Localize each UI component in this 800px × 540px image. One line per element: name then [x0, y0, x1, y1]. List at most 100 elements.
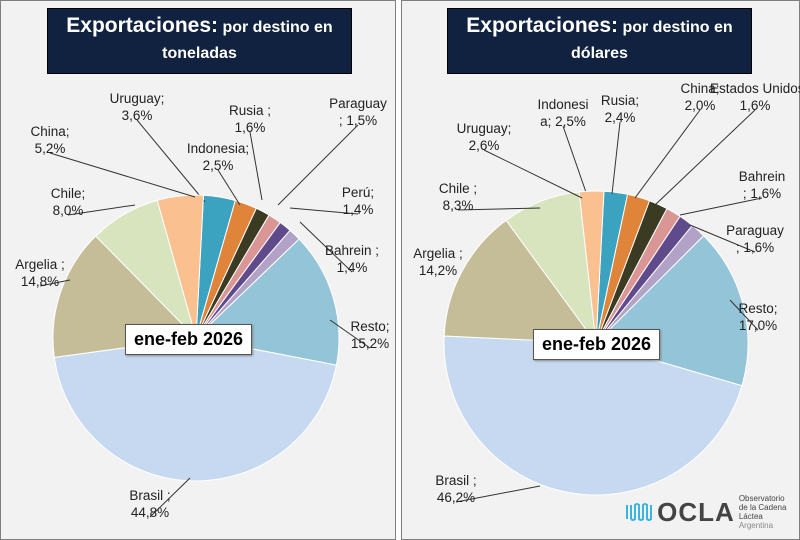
- leader-line: [729, 299, 759, 331]
- data-label-value: a; 2,5%: [540, 114, 586, 129]
- leader-line: [679, 197, 763, 216]
- data-label-value: 17,0%: [738, 318, 778, 333]
- chart-title-usd: Exportaciones: por destino en dólares: [447, 8, 752, 74]
- data-label-name: Estados Unidos ;: [710, 81, 800, 96]
- data-label-value: 2,4%: [604, 110, 636, 125]
- leader-line: [455, 485, 541, 503]
- data-label: Paraguay ; 1,5%: [313, 95, 403, 129]
- data-label-name: Brasil ;: [435, 473, 477, 488]
- data-label-value: 1,4%: [342, 202, 374, 217]
- leader-line: [217, 169, 241, 206]
- data-label-name: Indonesia;: [186, 141, 250, 156]
- chart-title-tons: Exportaciones: por destino en toneladas: [47, 8, 352, 74]
- leader-line: [299, 221, 353, 273]
- data-label: Chile; 8,0%: [23, 185, 113, 219]
- logo-line2: de la Cadena Láctea: [738, 503, 787, 521]
- pie-slice-argelia: [443, 219, 598, 344]
- data-label-name: Resto;: [350, 319, 390, 334]
- logo-line3: Argentina: [738, 521, 774, 530]
- data-label: Paraguay ; 1,6%: [710, 222, 800, 256]
- leader-line: [277, 124, 359, 206]
- data-label-value: 14,8%: [20, 274, 60, 289]
- milk-wave-icon: [626, 503, 652, 521]
- data-label: Rusia ; 1,6%: [205, 102, 295, 136]
- data-label-name: Uruguay;: [456, 121, 512, 136]
- data-label: Uruguay; 3,6%: [92, 90, 182, 124]
- data-label-value: 2,5%: [202, 158, 234, 173]
- data-label-name: Rusia;: [600, 93, 640, 108]
- data-label-value: 8,0%: [52, 203, 84, 218]
- data-label: Rusia; 2,4%: [575, 92, 665, 126]
- data-label-value: 46,2%: [436, 490, 476, 505]
- leader-line: [67, 204, 136, 216]
- leader-line: [39, 279, 71, 287]
- data-label-name: Uruguay;: [109, 91, 165, 106]
- leader-line: [149, 477, 191, 518]
- data-label-name: Resto;: [738, 301, 778, 316]
- data-label-value: 1,6%: [739, 98, 771, 113]
- period-badge: ene-feb 2026: [533, 329, 661, 360]
- data-label: Resto; 15,2%: [325, 318, 415, 352]
- data-label-value: 1,4%: [336, 260, 368, 275]
- data-label-value: 5,2%: [34, 141, 66, 156]
- data-label-value: 2,6%: [468, 138, 500, 153]
- logo-line1: Observatorio: [738, 494, 785, 503]
- data-label: Argelia ; 14,8%: [0, 256, 85, 290]
- data-label-value: ; 1,5%: [338, 113, 378, 128]
- pie-slice-brasil: [443, 335, 743, 496]
- data-label: Indonesi a; 2,5%: [518, 96, 608, 130]
- leader-line: [249, 131, 263, 201]
- data-label: Resto; 17,0%: [713, 300, 800, 334]
- data-label-name: Brasil ;: [129, 488, 171, 503]
- data-label: China; 2,0%: [655, 80, 745, 114]
- data-label-name: Paraguay: [329, 96, 387, 111]
- ocla-logo: OCLA Observatorio de la Cadena Láctea Arge…: [625, 494, 800, 530]
- data-label: Indonesia; 2,5%: [173, 140, 263, 174]
- data-label: Perú; 1,4%: [313, 184, 403, 218]
- data-label-value: ; 1,6%: [735, 240, 775, 255]
- leader-line: [654, 109, 756, 206]
- leader-line: [329, 319, 371, 349]
- title-line2: dólares: [571, 45, 628, 62]
- data-label-value: 2,0%: [684, 98, 716, 113]
- data-label: China; 5,2%: [5, 123, 95, 157]
- title-main: Exportaciones:: [466, 14, 619, 37]
- data-label: Brasil ; 46,2%: [411, 472, 501, 506]
- pie-slice-brasil: [53, 337, 337, 482]
- data-label-name: Chile ;: [438, 181, 478, 196]
- data-label-value: 8,3%: [442, 198, 474, 213]
- logo-name: OCLA: [657, 496, 735, 527]
- leader-line: [136, 119, 206, 203]
- data-label-name: Perú;: [341, 185, 375, 200]
- title-main: Exportaciones:: [66, 14, 219, 37]
- data-label-value: 1,6%: [234, 120, 266, 135]
- data-label-name: Bahrein: [738, 169, 786, 184]
- data-label: Bahrein ; 1,4%: [307, 242, 397, 276]
- leader-line: [483, 149, 583, 199]
- data-label-name: China;: [680, 81, 720, 96]
- data-label-name: China;: [30, 124, 70, 139]
- pie-slice-china: [156, 194, 205, 339]
- leader-line: [611, 121, 621, 195]
- data-label-value: 44,8%: [130, 505, 170, 520]
- data-label-name: Paraguay: [726, 223, 784, 238]
- data-label: Brasil ; 44,8%: [105, 487, 195, 521]
- data-label: Uruguay; 2,6%: [439, 120, 529, 154]
- data-label-value: ; 1,6%: [742, 186, 782, 201]
- data-label-name: Argelia ;: [15, 257, 65, 272]
- leader-line: [689, 224, 756, 253]
- data-label: Estados Unidos ; 1,6%: [710, 80, 800, 114]
- data-label-value: 3,6%: [121, 108, 153, 123]
- leader-line: [562, 125, 589, 199]
- data-label: Chile ; 8,3%: [413, 180, 503, 214]
- data-label-name: Bahrein ;: [324, 243, 380, 258]
- period-badge: ene-feb 2026: [125, 324, 253, 355]
- title-rest: por destino en: [618, 19, 733, 36]
- title-line2: toneladas: [162, 45, 237, 62]
- leader-line: [634, 109, 701, 199]
- leader-line: [289, 207, 359, 215]
- data-label-value: 14,2%: [418, 263, 458, 278]
- data-label-value: 15,2%: [350, 336, 390, 351]
- data-label-name: Indonesi: [537, 97, 589, 112]
